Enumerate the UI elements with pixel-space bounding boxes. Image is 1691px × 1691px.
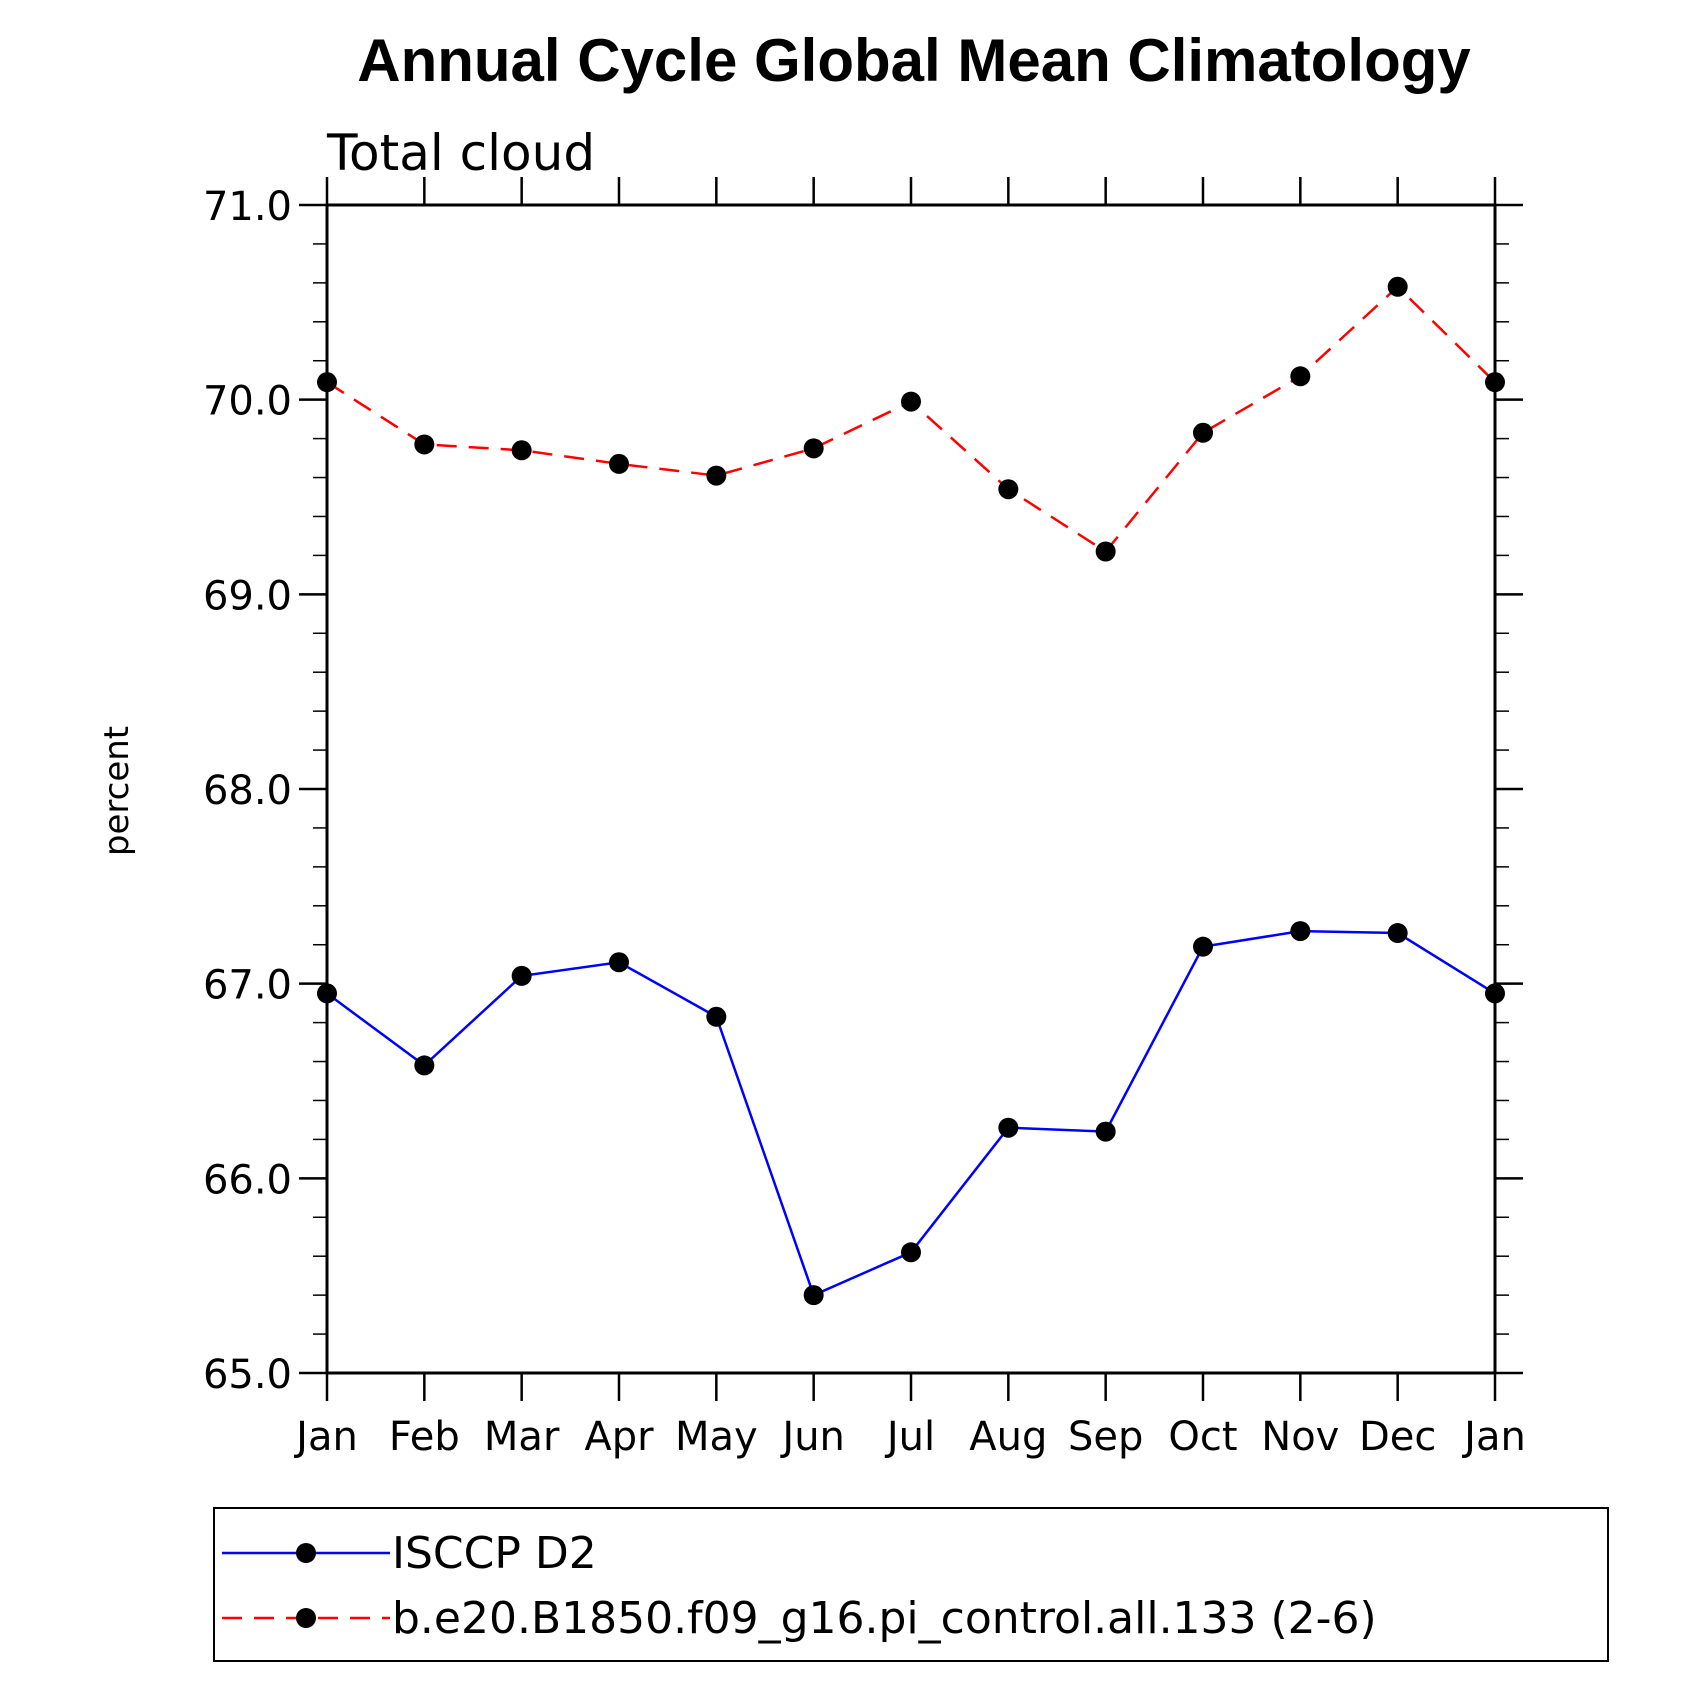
x-tick-label: May	[675, 1414, 758, 1460]
y-axis-label: percent	[97, 726, 137, 856]
series-1-point	[1290, 921, 1311, 942]
legend-marker-2	[296, 1608, 316, 1628]
series-2-point	[998, 479, 1019, 500]
series-1-point	[706, 1006, 727, 1027]
legend-box	[213, 1507, 1609, 1662]
series-2-point	[511, 440, 532, 461]
series-1-point	[609, 952, 629, 973]
series-2-point	[1193, 422, 1213, 443]
y-tick-label: 67.0	[203, 963, 292, 1009]
plot-frame	[325, 203, 1497, 1375]
x-tick-label: Sep	[1068, 1414, 1143, 1460]
y-tick-label: 71.0	[203, 184, 292, 230]
series-1-point	[1095, 1121, 1116, 1142]
x-tick-label: Oct	[1168, 1414, 1237, 1460]
series-line-2	[326, 285, 1496, 554]
legend: ISCCP D2 b.e20.B1850.f09_g16.pi_control.a…	[213, 1507, 1609, 1662]
series-2-point	[609, 453, 629, 474]
series-2-point	[414, 434, 435, 455]
legend-marker-1	[296, 1543, 316, 1563]
x-tick-label: Mar	[484, 1414, 560, 1460]
x-tick-label: Aug	[969, 1414, 1047, 1460]
y-tick-label: 65.0	[203, 1352, 292, 1398]
series-1-point	[1387, 923, 1408, 944]
x-tick-label: Apr	[584, 1414, 654, 1460]
series-2-point	[1290, 366, 1311, 387]
y-tick-label: 70.0	[203, 379, 292, 425]
x-tick-label: Jan	[293, 1414, 358, 1460]
series-1-point	[901, 1242, 921, 1263]
y-tick-label: 68.0	[203, 768, 292, 814]
chart-title: Annual Cycle Global Mean Climatology	[357, 27, 1471, 94]
x-tick-label: Feb	[389, 1414, 460, 1460]
plot-area	[317, 276, 1505, 1306]
series-1-point	[1193, 936, 1213, 957]
series-1-point	[414, 1055, 435, 1076]
x-tick-label: Nov	[1261, 1414, 1339, 1460]
legend-label-2: b.e20.B1850.f09_g16.pi_control.all.133 (…	[392, 1593, 1377, 1644]
series-2-point	[1095, 541, 1116, 562]
x-tick-label: Dec	[1359, 1414, 1436, 1460]
series-2-point	[901, 391, 921, 412]
legend-label-1: ISCCP D2	[392, 1528, 597, 1579]
series-1-point	[998, 1117, 1019, 1138]
y-tick-label: 66.0	[203, 1157, 292, 1203]
series-1-point	[511, 965, 532, 986]
x-tick-label: Jun	[779, 1414, 845, 1460]
chart-subtitle: Total cloud	[326, 124, 595, 182]
series-2-point	[803, 438, 824, 459]
series-1-point	[803, 1285, 824, 1306]
x-tick-label: Jan	[1461, 1414, 1526, 1460]
series-line-1	[326, 929, 1496, 1297]
series-2-point	[706, 465, 727, 486]
series-2-point	[1387, 276, 1408, 297]
axis-ticks: Jan Feb Mar Apr May Jun Jul Aug Sep Oct Nov Dec Jan6…	[203, 177, 1526, 1460]
x-tick-label: Jul	[884, 1414, 935, 1460]
y-tick-label: 69.0	[203, 573, 292, 619]
